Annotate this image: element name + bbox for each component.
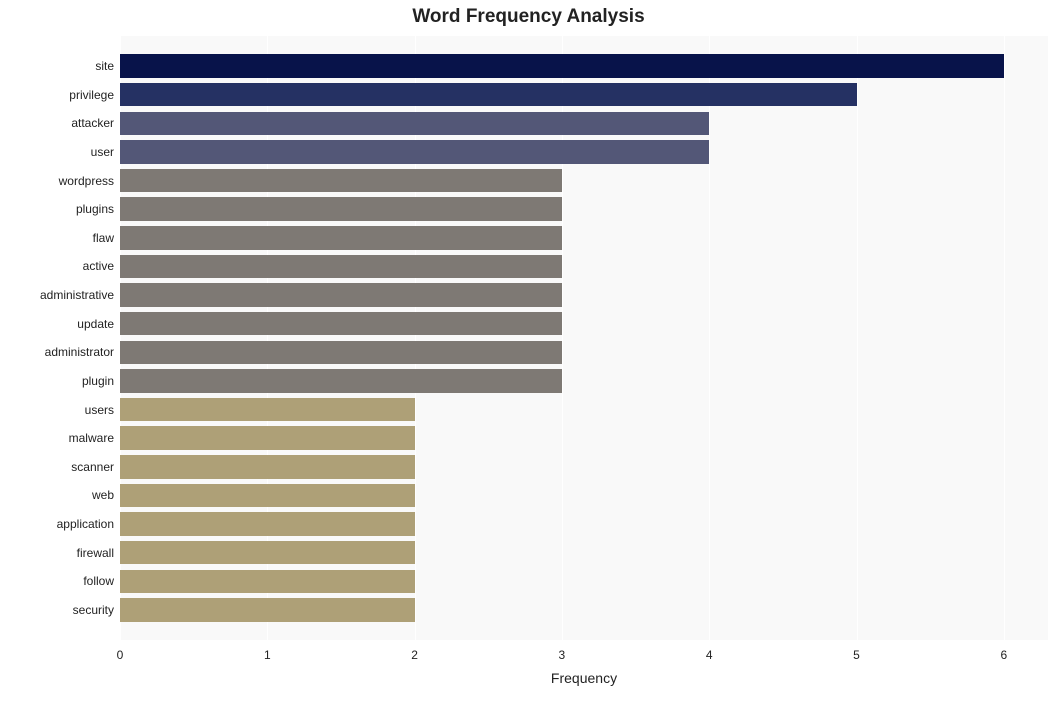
- yaxis-tick-label: site: [95, 59, 120, 73]
- gridline: [120, 36, 121, 640]
- bar: [120, 570, 415, 593]
- xaxis-tick: 4: [706, 648, 713, 662]
- xaxis-tick: 0: [117, 648, 124, 662]
- plot-area: siteprivilegeattackeruserwordpressplugin…: [120, 36, 1048, 640]
- gridline: [709, 36, 710, 640]
- gridlines: [120, 36, 1048, 640]
- xaxis-label: Frequency: [120, 670, 1048, 686]
- bar: [120, 283, 562, 306]
- yaxis-tick-label: update: [77, 317, 120, 331]
- xaxis-tick: 5: [853, 648, 860, 662]
- bar: [120, 455, 415, 478]
- bar: [120, 312, 562, 335]
- bar: [120, 169, 562, 192]
- gridline: [267, 36, 268, 640]
- bar: [120, 484, 415, 507]
- bar: [120, 598, 415, 621]
- bar: [120, 197, 562, 220]
- gridline: [1004, 36, 1005, 640]
- yaxis-tick-label: web: [92, 488, 120, 502]
- yaxis-tick-label: user: [91, 145, 120, 159]
- bar: [120, 83, 857, 106]
- yaxis-tick-label: flaw: [93, 231, 120, 245]
- bar: [120, 226, 562, 249]
- bar: [120, 140, 709, 163]
- xaxis-tick: 2: [411, 648, 418, 662]
- xaxis-tick: 3: [559, 648, 566, 662]
- bar: [120, 112, 709, 135]
- gridline: [562, 36, 563, 640]
- bar: [120, 398, 415, 421]
- xaxis-tick: 1: [264, 648, 271, 662]
- yaxis-tick-label: administrative: [40, 288, 120, 302]
- yaxis-tick-label: follow: [83, 574, 120, 588]
- yaxis-tick-label: plugin: [82, 374, 120, 388]
- yaxis-tick-label: application: [57, 517, 120, 531]
- bar: [120, 541, 415, 564]
- xaxis-tick: 6: [1000, 648, 1007, 662]
- yaxis-labels: siteprivilegeattackeruserwordpressplugin…: [120, 36, 1048, 640]
- yaxis-tick-label: active: [83, 259, 120, 273]
- bar: [120, 426, 415, 449]
- yaxis-tick-label: administrator: [45, 345, 120, 359]
- yaxis-tick-label: wordpress: [59, 174, 120, 188]
- yaxis-tick-label: security: [73, 603, 120, 617]
- gridline: [415, 36, 416, 640]
- bar: [120, 54, 1004, 77]
- figure: Word Frequency Analysis siteprivilegeatt…: [0, 0, 1057, 701]
- yaxis-tick-label: firewall: [77, 546, 120, 560]
- bar: [120, 255, 562, 278]
- yaxis-tick-label: privilege: [69, 88, 120, 102]
- yaxis-tick-label: attacker: [71, 116, 120, 130]
- chart-title: Word Frequency Analysis: [0, 6, 1057, 28]
- gridline: [857, 36, 858, 640]
- yaxis-tick-label: malware: [69, 431, 120, 445]
- yaxis-tick-label: scanner: [71, 460, 120, 474]
- bar: [120, 369, 562, 392]
- bar: [120, 341, 562, 364]
- yaxis-tick-label: plugins: [76, 202, 120, 216]
- yaxis-tick-label: users: [85, 403, 120, 417]
- bar: [120, 512, 415, 535]
- bars-layer: [120, 36, 1048, 640]
